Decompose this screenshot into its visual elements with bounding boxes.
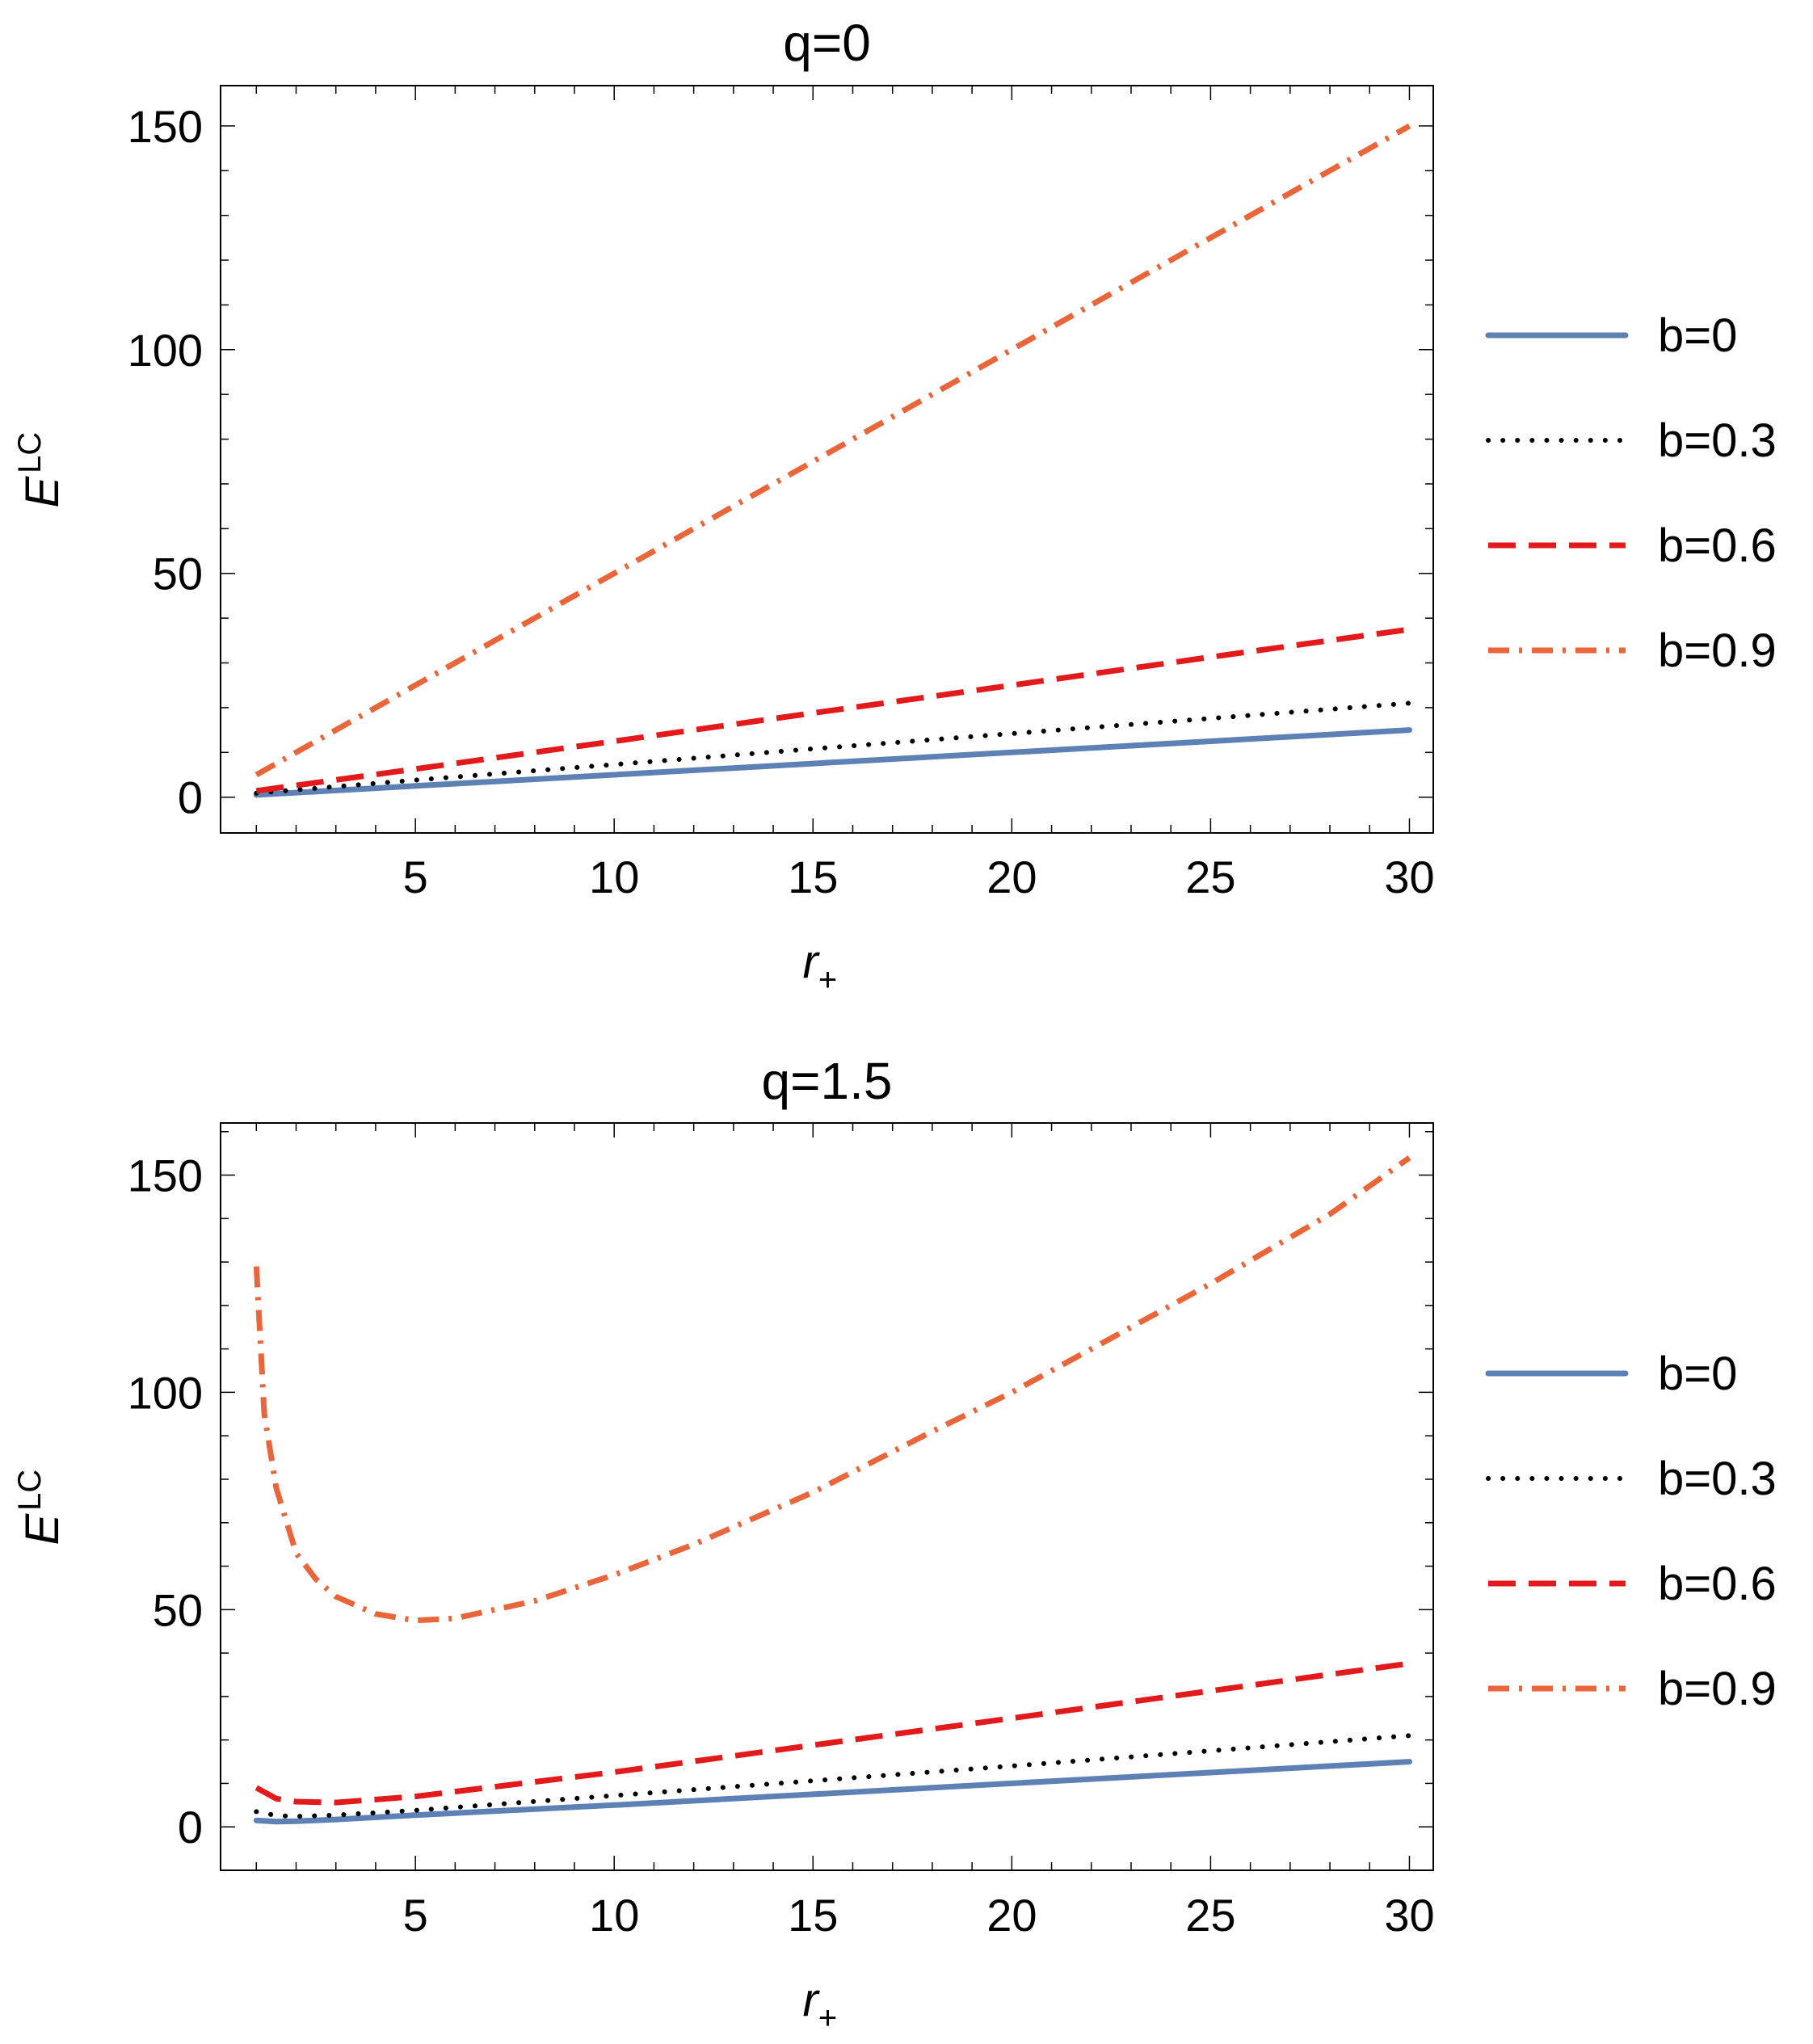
series-line-b-0-6	[254, 1660, 1410, 1806]
x-tick-label: 15	[788, 852, 838, 902]
y-tick-label: 100	[128, 325, 203, 376]
legend-label: b=0.9	[1658, 1663, 1777, 1715]
x-axis-label-subscript: +	[818, 962, 837, 998]
legend-label: b=0.6	[1658, 1558, 1777, 1610]
y-tick-label: 150	[128, 101, 203, 152]
series-line-b-0-6	[255, 626, 1410, 794]
series-line-b-0-3	[254, 1733, 1412, 1819]
chart-title: q=0	[783, 14, 871, 72]
series-line-b-0-9	[253, 1155, 1411, 1624]
y-axis-label: ELC	[12, 432, 69, 508]
legend-label: b=0.3	[1658, 414, 1777, 467]
y-tick-label: 0	[178, 1802, 203, 1853]
y-axis-label-superscript: LC	[12, 432, 48, 473]
x-tick-label: 30	[1384, 852, 1434, 902]
y-tick-label: 50	[153, 1584, 203, 1635]
x-tick-label: 5	[403, 1890, 428, 1941]
series-line-b-0-9	[254, 123, 1411, 778]
legend-label: b=0.6	[1658, 519, 1777, 572]
x-tick-label: 5	[403, 852, 428, 902]
series-line-b-0	[253, 727, 1412, 798]
x-tick-label: 25	[1185, 852, 1235, 902]
legend: b=0 b=0.3 b=0.6 b=0.9	[1485, 309, 1777, 677]
x-tick-label: 20	[986, 1890, 1037, 1941]
y-tick-label: 50	[153, 549, 203, 599]
series-line-b-0	[253, 1759, 1412, 1825]
x-axis-label-subscript: +	[818, 2000, 837, 2036]
y-tick-label: 150	[128, 1150, 203, 1201]
x-tick-label: 15	[788, 1890, 838, 1941]
chart-title: q=1.5	[762, 1052, 893, 1110]
x-tick-label: 20	[986, 852, 1037, 902]
legend: b=0 b=0.3 b=0.6 b=0.9	[1485, 1348, 1777, 1715]
x-tick-label: 30	[1384, 1890, 1434, 1941]
x-tick-label: 10	[589, 852, 639, 902]
x-axis-label: r+	[803, 1974, 838, 2036]
plot-frame	[220, 1122, 1434, 1871]
y-tick-label: 100	[128, 1367, 203, 1418]
chart-panel-bottom: q=1.55 10 15 20 25 30050100150r+ELCb=0b=0.3b=…	[12, 1052, 1777, 2036]
chart-panel-top: q=0 5 10 15 20 25 30 0 50 100 150 r+ ELC b=0 b=0.3 b=0.…	[12, 14, 1777, 998]
x-tick-label: 10	[589, 1890, 639, 1941]
series-line-b-0-3	[254, 700, 1412, 796]
legend-label: b=0	[1658, 1348, 1737, 1400]
plot-frame	[220, 85, 1434, 834]
x-axis-label: r+	[803, 936, 838, 998]
legend-label: b=0	[1658, 309, 1737, 362]
legend-label: b=0.3	[1658, 1453, 1777, 1505]
x-tick-label: 25	[1185, 1890, 1235, 1941]
legend-label: b=0.9	[1658, 625, 1777, 677]
y-axis-label: ELC	[12, 1470, 69, 1546]
y-axis-label-superscript: LC	[12, 1470, 48, 1511]
y-tick-label: 0	[178, 772, 203, 823]
